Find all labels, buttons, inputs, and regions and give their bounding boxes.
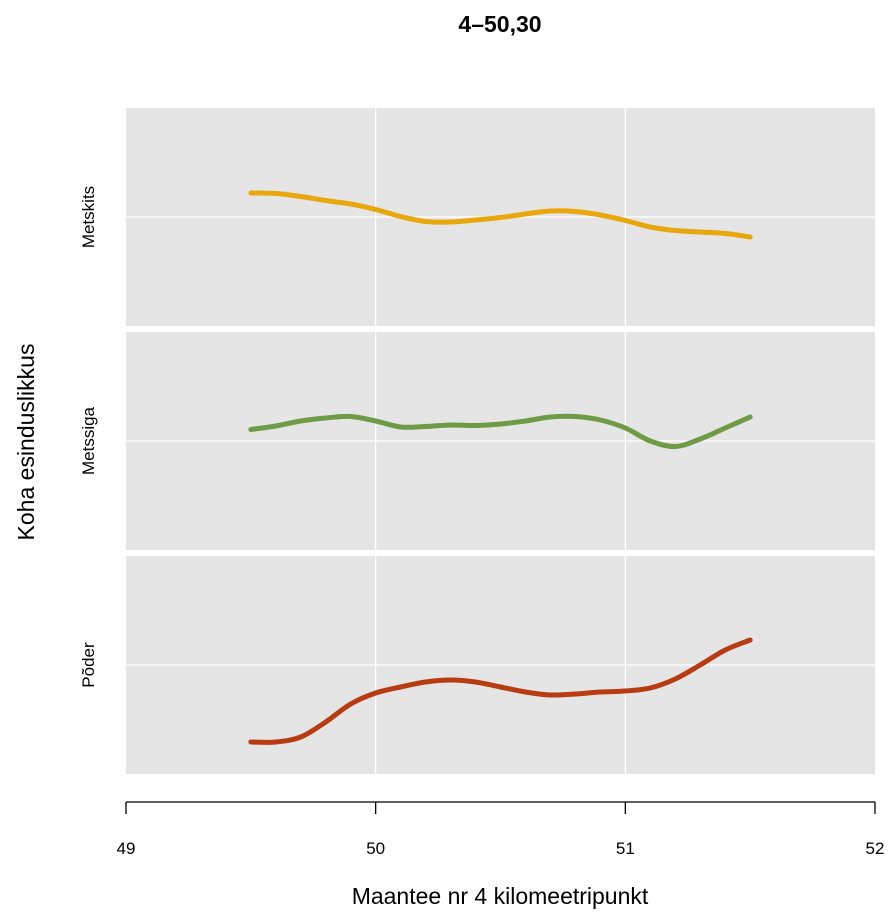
- facet-panel: [126, 332, 875, 550]
- panel-label: Põder: [79, 642, 98, 688]
- x-tick-label: 52: [866, 839, 885, 858]
- panel-label: Metssiga: [79, 406, 98, 475]
- x-tick-label: 51: [616, 839, 635, 858]
- panel-label: Metskits: [79, 186, 98, 248]
- chart-title: 4–50,30: [458, 11, 541, 37]
- facet-panel: [126, 556, 875, 774]
- y-axis-title: Koha esinduslikkus: [13, 344, 39, 541]
- x-tick-label: 49: [117, 839, 136, 858]
- x-axis-title: Maantee nr 4 kilomeetripunkt: [352, 883, 649, 909]
- series-line: [248, 190, 753, 240]
- x-axis: 49 50 51 52: [117, 801, 885, 858]
- series-line: [248, 637, 753, 745]
- x-tick-label: 50: [366, 839, 385, 858]
- facet-panel: [126, 108, 875, 326]
- series-line: [248, 413, 753, 450]
- panels-group: [126, 108, 875, 774]
